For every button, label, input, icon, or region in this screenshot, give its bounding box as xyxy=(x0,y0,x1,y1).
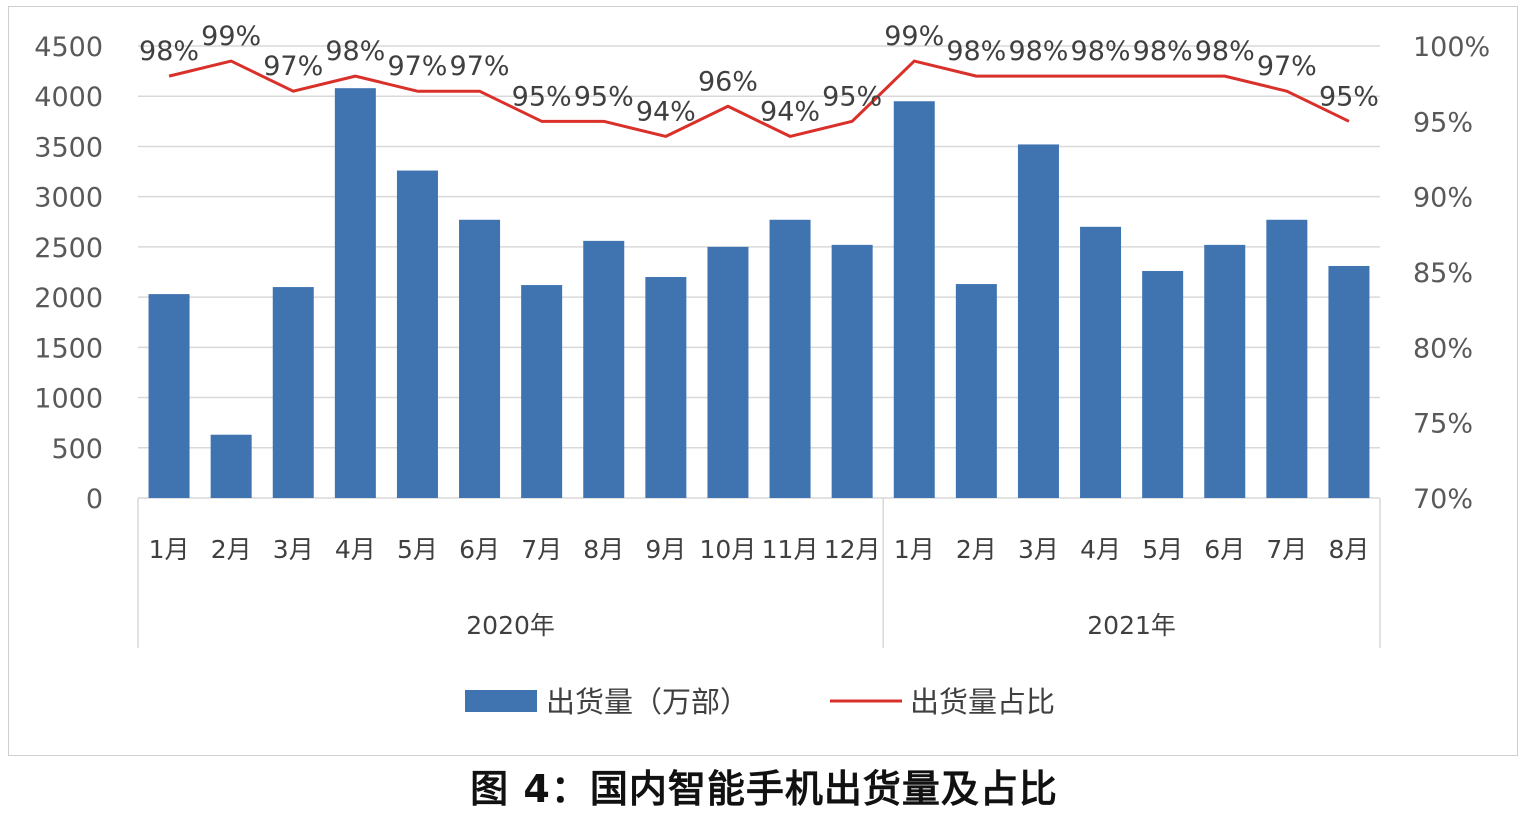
bar xyxy=(210,434,252,498)
legend-label-line: 出货量占比 xyxy=(910,685,1055,719)
bar xyxy=(1142,270,1184,498)
x-tick-label: 2月 xyxy=(211,535,252,564)
bar xyxy=(583,240,625,498)
bar xyxy=(459,219,501,498)
y-left-tick-label: 4000 xyxy=(34,82,103,113)
x-tick-label: 8月 xyxy=(583,535,624,564)
x-tick-label: 10月 xyxy=(700,535,757,564)
data-label: 99% xyxy=(884,21,944,52)
data-label: 95% xyxy=(512,81,572,112)
legend: 出货量（万部） 出货量占比 xyxy=(465,685,1055,719)
data-label: 98% xyxy=(1195,36,1255,67)
x-tick-label: 4月 xyxy=(1080,535,1121,564)
x-tick-label: 6月 xyxy=(1204,535,1245,564)
bar xyxy=(521,285,563,498)
bar xyxy=(148,294,190,498)
bar xyxy=(1080,226,1122,499)
x-tick-label: 6月 xyxy=(459,535,500,564)
legend-label-bar: 出货量（万部） xyxy=(546,685,749,719)
bar xyxy=(1204,244,1246,498)
data-label: 94% xyxy=(760,96,820,127)
combo-chart: 98% 99%97% 98% 97% 97%95% 95% 94%96%94% 95%99% 9… xyxy=(34,21,1490,719)
data-label: 95% xyxy=(1319,81,1379,112)
y-left-tick-label: 3500 xyxy=(34,132,103,163)
gridlines xyxy=(138,45,1380,499)
x-tick-label: 8月 xyxy=(1328,535,1369,564)
share-line xyxy=(168,59,1350,138)
data-label: 96% xyxy=(698,66,758,97)
y-left-tick-label: 1500 xyxy=(34,333,103,364)
x-tick-label: 7月 xyxy=(521,535,562,564)
line-series xyxy=(168,59,1350,138)
bar xyxy=(955,284,997,498)
y-left-tick-label: 500 xyxy=(51,434,103,465)
y-right-tick-label: 90% xyxy=(1413,183,1473,214)
bar xyxy=(707,246,749,498)
bar xyxy=(1328,265,1370,498)
data-label: 98% xyxy=(139,36,199,67)
x-tick-label: 4月 xyxy=(335,535,376,564)
data-label: 97% xyxy=(450,51,510,82)
data-label: 98% xyxy=(1008,36,1068,67)
y-right-tick-label: 85% xyxy=(1413,258,1473,289)
axes: 0 500 1000 1500 2000 2500 3000 3500 4000 4500 70% 7… xyxy=(34,32,1490,648)
data-label: 98% xyxy=(946,36,1006,67)
y-right-tick-label: 75% xyxy=(1413,409,1473,440)
bar xyxy=(272,287,314,498)
data-label: 98% xyxy=(1133,36,1193,67)
data-label: 97% xyxy=(387,51,447,82)
data-label: 98% xyxy=(325,36,385,67)
bar xyxy=(334,88,376,498)
data-label: 98% xyxy=(1071,36,1131,67)
y-right-tick-label: 80% xyxy=(1413,333,1473,364)
y-left-tick-label: 2500 xyxy=(34,233,103,264)
group-label: 2020年 xyxy=(466,611,555,640)
data-labels: 98% 99%97% 98% 97% 97%95% 95% 94%96%94% 95%99% 9… xyxy=(139,21,1379,127)
data-label: 97% xyxy=(263,51,323,82)
y-left-tick-label: 4500 xyxy=(34,32,103,63)
y-right-tick-label: 100% xyxy=(1413,32,1490,63)
x-tick-label: 11月 xyxy=(762,535,819,564)
x-tick-label: 3月 xyxy=(1018,535,1059,564)
bar xyxy=(769,219,811,498)
legend-swatch-bar xyxy=(465,690,537,712)
bar xyxy=(831,244,873,498)
x-tick-label: 5月 xyxy=(397,535,438,564)
bar xyxy=(645,277,687,498)
bar-series xyxy=(148,88,1370,499)
chart-frame xyxy=(8,6,1518,756)
y-right-tick-label: 95% xyxy=(1413,107,1473,138)
data-label: 95% xyxy=(822,81,882,112)
x-tick-label: 3月 xyxy=(273,535,314,564)
x-tick-label: 1月 xyxy=(149,535,190,564)
x-tick-label: 7月 xyxy=(1266,535,1307,564)
bar xyxy=(1266,219,1308,498)
group-label: 2021年 xyxy=(1087,611,1176,640)
y-left-tick-label: 0 xyxy=(86,484,103,515)
x-tick-label: 1月 xyxy=(894,535,935,564)
data-label: 95% xyxy=(574,81,634,112)
x-tick-label: 5月 xyxy=(1142,535,1183,564)
y-left-tick-label: 1000 xyxy=(34,384,103,415)
data-label: 97% xyxy=(1257,51,1317,82)
data-label: 94% xyxy=(636,96,696,127)
y-left-tick-label: 2000 xyxy=(34,283,103,314)
figure-caption: 图 4：国内智能手机出货量及占比 xyxy=(470,767,1058,811)
data-label: 99% xyxy=(201,21,261,52)
bar xyxy=(893,101,935,498)
x-tick-label: 9月 xyxy=(645,535,686,564)
bar xyxy=(1017,144,1059,499)
bar xyxy=(396,170,438,498)
y-right-tick-label: 70% xyxy=(1413,484,1473,515)
x-tick-label: 12月 xyxy=(824,535,881,564)
y-left-tick-label: 3000 xyxy=(34,183,103,214)
x-tick-label: 2月 xyxy=(956,535,997,564)
